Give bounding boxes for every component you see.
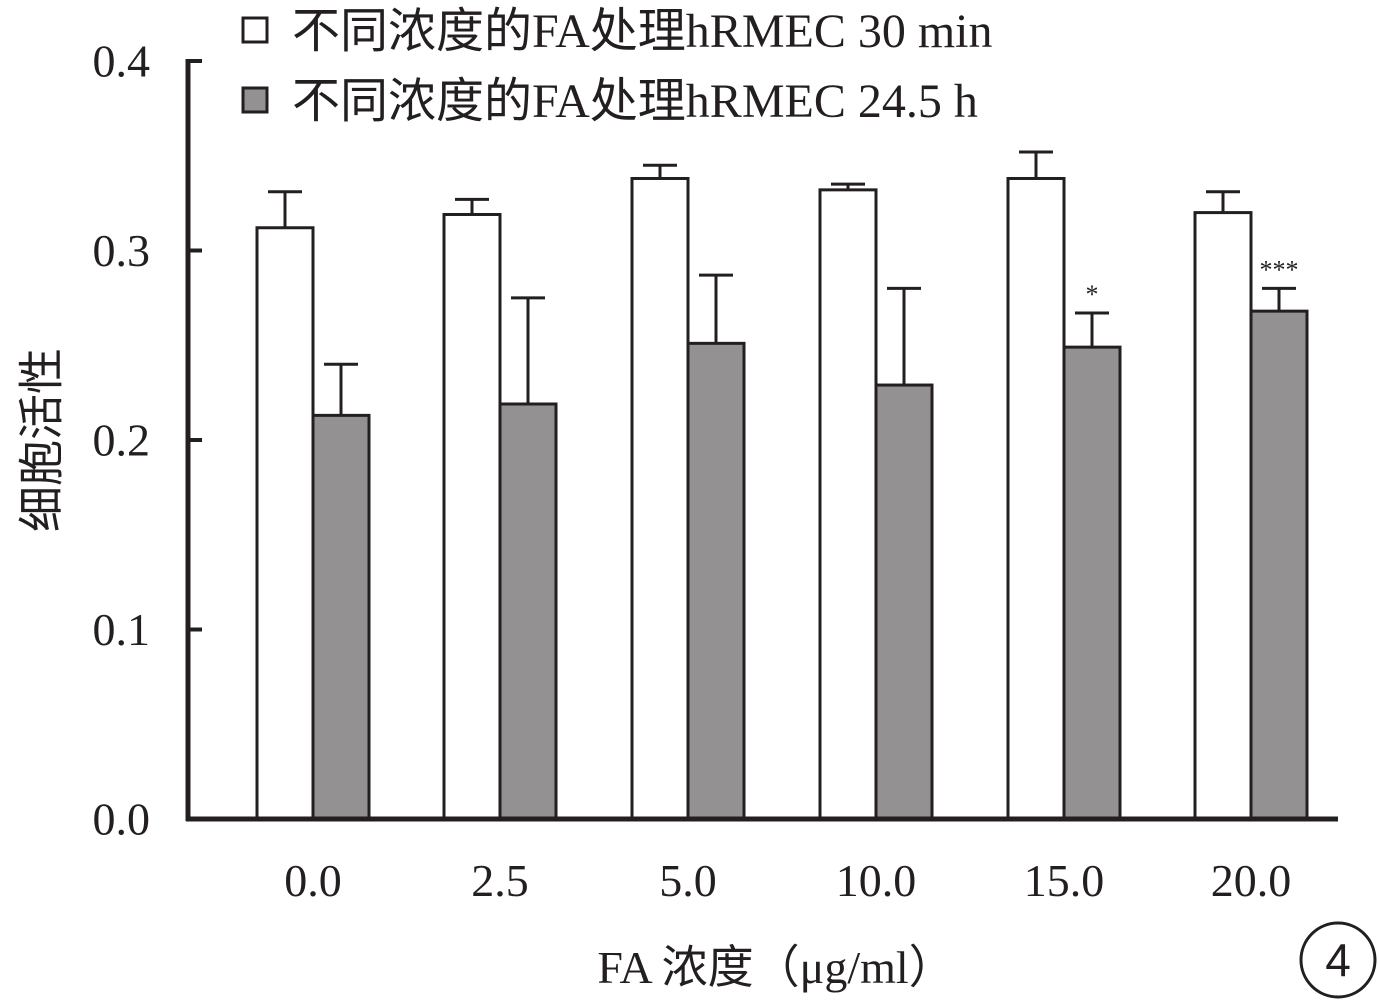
error-bar-series1-2_5 — [455, 197, 489, 215]
x-axis-title: FA 浓度（μg/ml） — [597, 942, 954, 993]
x-tick-label: 2.5 — [471, 855, 529, 906]
legend-label: 不同浓度的FA处理hRMEC 30 min — [292, 5, 993, 58]
y-ticks: 0.0 0.1 0.2 0.3 0.4 — [93, 36, 202, 845]
panel-label: 4 — [1325, 934, 1351, 986]
bar-series1-0_0 — [255, 226, 315, 821]
y-tick-label: 0.3 — [93, 225, 151, 276]
legend-swatch — [241, 16, 269, 44]
bar-series1-15_0 — [1006, 176, 1066, 821]
bar-series2-15_0 — [1062, 345, 1122, 821]
legend-item: 不同浓度的FA处理hRMEC 30 min — [241, 5, 993, 58]
error-bar-series2-10_0 — [887, 286, 921, 386]
error-bar-series2-15_0 — [1075, 311, 1109, 348]
y-tick-label: 0.0 — [93, 794, 151, 845]
x-tick-label: 10.0 — [836, 855, 917, 906]
legend-item: 不同浓度的FA处理hRMEC 24.5 h — [241, 75, 978, 128]
error-bar-series1-15_0 — [1019, 150, 1053, 179]
bar-series1-5_0 — [630, 176, 690, 821]
legend: 不同浓度的FA处理hRMEC 30 min 不同浓度的FA处理hRMEC 24.5… — [241, 5, 993, 128]
bar-series1-2_5 — [442, 212, 502, 821]
bar-series2-20_0 — [1249, 309, 1309, 821]
error-bar-series2-2_5 — [511, 296, 545, 404]
y-tick-label: 0.4 — [93, 36, 151, 87]
y-tick-label: 0.2 — [93, 415, 151, 466]
y-tick-label: 0.1 — [93, 604, 151, 655]
error-bar-series1-0_0 — [268, 190, 302, 228]
bars-layer: **** — [255, 150, 1309, 821]
x-tick-label: 15.0 — [1024, 855, 1105, 906]
bar-series1-10_0 — [818, 188, 878, 821]
significance-label: *** — [1260, 255, 1299, 284]
error-bar-series2-0_0 — [324, 362, 358, 416]
bar-series2-0_0 — [311, 413, 371, 821]
legend-label: 不同浓度的FA处理hRMEC 24.5 h — [292, 75, 978, 128]
error-bar-series1-5_0 — [643, 163, 677, 179]
bar-series2-2_5 — [498, 402, 558, 821]
error-bar-series1-20_0 — [1206, 190, 1240, 213]
error-bar-series2-5_0 — [699, 273, 733, 344]
bar-series2-10_0 — [874, 383, 934, 821]
legend-swatch — [241, 86, 269, 114]
error-bar-series2-20_0 — [1262, 286, 1296, 312]
y-axis-title: 细胞活性 — [17, 348, 68, 532]
panel-label-circle — [1299, 921, 1377, 999]
x-tick-label: 5.0 — [659, 855, 717, 906]
x-ticks: 0.0 2.5 5.0 10.0 15.0 20.0 — [284, 855, 1291, 906]
bar-series2-5_0 — [686, 341, 746, 821]
significance-label: * — [1086, 280, 1099, 309]
bar-series1-20_0 — [1193, 211, 1253, 821]
x-tick-label: 20.0 — [1211, 855, 1292, 906]
x-tick-label: 0.0 — [284, 855, 342, 906]
error-bar-series1-10_0 — [831, 182, 865, 190]
